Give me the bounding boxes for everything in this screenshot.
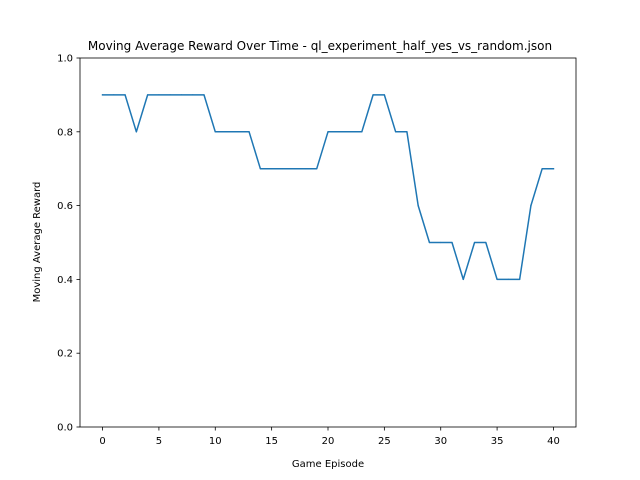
data-point	[496, 278, 498, 280]
y-tick-label: 1.0	[57, 54, 73, 65]
data-point	[203, 94, 205, 96]
data-point	[428, 241, 431, 244]
data-point	[485, 241, 487, 244]
chart-title: Moving Average Reward Over Time - ql_exp…	[88, 39, 552, 53]
y-axis-label: Moving Average Reward	[32, 182, 43, 303]
data-point	[530, 205, 532, 207]
data-point	[282, 168, 284, 170]
data-point	[248, 131, 250, 133]
data-point	[417, 205, 419, 207]
y-tick-label: 0.2	[57, 349, 73, 360]
data-point	[473, 241, 476, 244]
data-point	[158, 94, 160, 96]
data-point	[214, 131, 216, 133]
data-point	[406, 131, 408, 133]
data-point	[462, 278, 464, 280]
data-point	[271, 168, 273, 170]
x-tick-label: 5	[156, 436, 162, 447]
x-tick-label: 0	[99, 436, 105, 447]
x-tick-label: 25	[378, 436, 391, 447]
plot-area-frame	[79, 57, 577, 428]
data-point	[519, 278, 521, 280]
data-point	[361, 131, 363, 133]
x-axis-ticks: 0 5 10 15 20 25 30 35 40	[99, 427, 560, 447]
data-point	[180, 94, 183, 96]
data-point	[541, 168, 543, 170]
data-point	[383, 94, 385, 96]
y-axis-ticks: 0.0 0.2 0.4 0.6 0.8 1.0	[57, 54, 80, 434]
data-point	[507, 278, 509, 280]
data-point	[113, 94, 115, 96]
x-tick-label: 10	[209, 436, 222, 447]
y-tick-label: 0.6	[57, 201, 73, 212]
data-point	[135, 131, 137, 133]
data-point	[192, 94, 194, 96]
data-point	[316, 168, 318, 170]
y-tick-label: 0.8	[57, 127, 73, 138]
data-point	[338, 131, 340, 133]
data-point	[372, 94, 374, 96]
data-point	[259, 168, 261, 170]
data-point	[101, 94, 104, 96]
y-tick-label: 0.0	[57, 423, 73, 434]
data-point	[327, 131, 329, 133]
x-tick-label: 30	[434, 436, 447, 447]
data-point	[395, 131, 397, 133]
x-tick-label: 15	[265, 436, 278, 447]
data-point	[349, 131, 352, 133]
x-tick-label: 20	[322, 436, 335, 447]
data-point	[440, 241, 442, 244]
data-point	[237, 131, 239, 133]
data-point	[293, 168, 295, 170]
y-tick-label: 0.4	[57, 275, 73, 286]
x-axis-label: Game Episode	[292, 459, 364, 470]
data-point	[552, 168, 555, 170]
data-point	[124, 94, 126, 96]
plot-series	[101, 94, 555, 281]
x-tick-label: 35	[491, 436, 504, 447]
data-point	[304, 168, 307, 170]
data-point	[225, 131, 228, 133]
data-point	[451, 241, 453, 244]
data-point	[169, 94, 171, 96]
x-tick-label: 40	[547, 436, 560, 447]
data-point	[147, 94, 149, 96]
